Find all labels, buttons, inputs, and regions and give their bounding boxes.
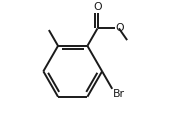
Text: O: O: [93, 2, 102, 12]
Text: Br: Br: [113, 89, 125, 99]
Text: O: O: [116, 23, 124, 33]
